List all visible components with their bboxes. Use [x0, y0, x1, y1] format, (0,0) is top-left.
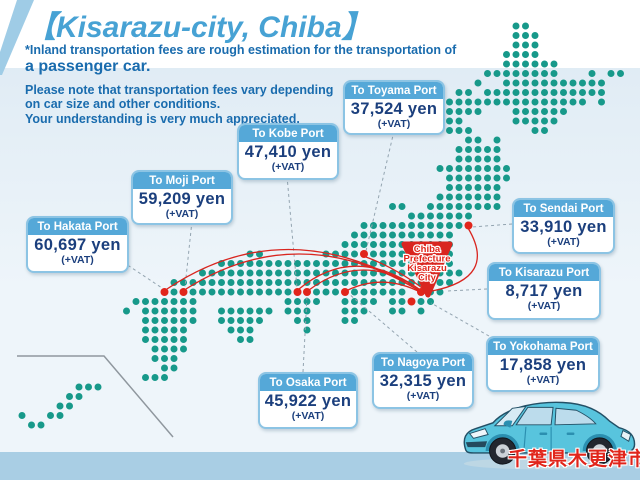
port-fee: 59,209 yen: [138, 190, 226, 208]
port-fee: 33,910 yen: [520, 218, 607, 236]
port-fee: 17,858 yen: [499, 356, 587, 374]
port-dot: [407, 297, 416, 306]
japan-dot-matrix: [18, 22, 624, 429]
port-fee: 37,524 yen: [350, 100, 438, 118]
port-dot: [464, 221, 473, 230]
disclaimer-line-5: Your understanding is very much apprecia…: [25, 111, 300, 126]
port-fee-card: To Kisarazu Port 8,717 yen (+VAT): [487, 262, 601, 320]
label-leader-lines: [122, 130, 513, 373]
port-fee-card: To Nagoya Port 32,315 yen (+VAT): [372, 352, 474, 409]
car-illustration: [463, 401, 636, 470]
port-name: To Hakata Port: [28, 218, 127, 235]
port-fee-card: To Hakata Port 60,697 yen (+VAT): [26, 216, 129, 273]
port-fee: 47,410 yen: [244, 143, 332, 161]
port-dot: [303, 288, 311, 296]
port-dot: [293, 288, 302, 296]
port-fee: 45,922 yen: [264, 392, 352, 410]
watermark-japanese: 千葉県木更津市: [508, 449, 640, 470]
port-vat: (+VAT): [406, 390, 440, 402]
disclaimer-line-3: Please note that transportation fees var…: [25, 82, 334, 97]
marker-label-line: Kisarazu: [407, 263, 447, 274]
port-vat: (+VAT): [271, 161, 305, 173]
port-name: To Osaka Port: [260, 374, 356, 391]
port-name: To Nagoya Port: [374, 354, 472, 371]
port-fee-card: To Sendai Port 33,910 yen (+VAT): [512, 198, 615, 254]
port-dot: [341, 288, 349, 296]
disclaimer-line-2: a passenger car.: [25, 58, 151, 76]
port-name: To Kobe Port: [239, 125, 337, 142]
disclaimer-line-1: *Inland transportation fees are rough es…: [25, 43, 457, 57]
port-name: To Toyama Port: [345, 82, 443, 99]
port-vat: (+VAT): [526, 374, 560, 386]
port-fee-card: To Toyama Port 37,524 yen (+VAT): [343, 80, 445, 135]
disclaimer-text: *Inland transportation fees are rough es…: [25, 43, 456, 126]
port-name: To Moji Port: [133, 172, 231, 189]
port-fee: 32,315 yen: [379, 372, 467, 390]
route-arcs: [166, 227, 478, 294]
port-fee: 8,717 yen: [505, 282, 583, 300]
port-dot: [360, 250, 368, 258]
port-dots: [160, 221, 473, 306]
port-dot: [179, 288, 188, 296]
port-vat: (+VAT): [547, 236, 580, 248]
port-vat: (+VAT): [527, 300, 561, 312]
port-name: To Yokohama Port: [488, 338, 598, 355]
page-title: 【Kisarazu-city, Chiba】: [26, 11, 372, 44]
port-vat: (+VAT): [165, 208, 199, 220]
port-fee: 60,697 yen: [34, 236, 121, 254]
port-name: To Sendai Port: [514, 200, 613, 217]
port-fee-card: To Moji Port 59,209 yen (+VAT): [131, 170, 233, 225]
port-vat: (+VAT): [61, 254, 94, 266]
port-fee-card: To Kobe Port 47,410 yen (+VAT): [237, 123, 339, 180]
port-fee-card: To Yokohama Port 17,858 yen (+VAT): [486, 336, 600, 392]
port-name: To Kisarazu Port: [489, 264, 599, 281]
corner-stripe-decoration: [0, 0, 34, 75]
okinawa-inset-divider: [17, 355, 174, 438]
marker-label-line: Chiba: [414, 244, 441, 255]
marker-label-line: City: [418, 273, 437, 284]
port-dot: [160, 288, 169, 296]
port-vat: (+VAT): [377, 118, 411, 130]
port-vat: (+VAT): [291, 410, 325, 422]
port-fee-card: To Osaka Port 45,922 yen (+VAT): [258, 372, 358, 429]
marker-label-line: Prefecture: [404, 254, 451, 265]
disclaimer-line-4: on car size and other conditions.: [25, 97, 221, 112]
